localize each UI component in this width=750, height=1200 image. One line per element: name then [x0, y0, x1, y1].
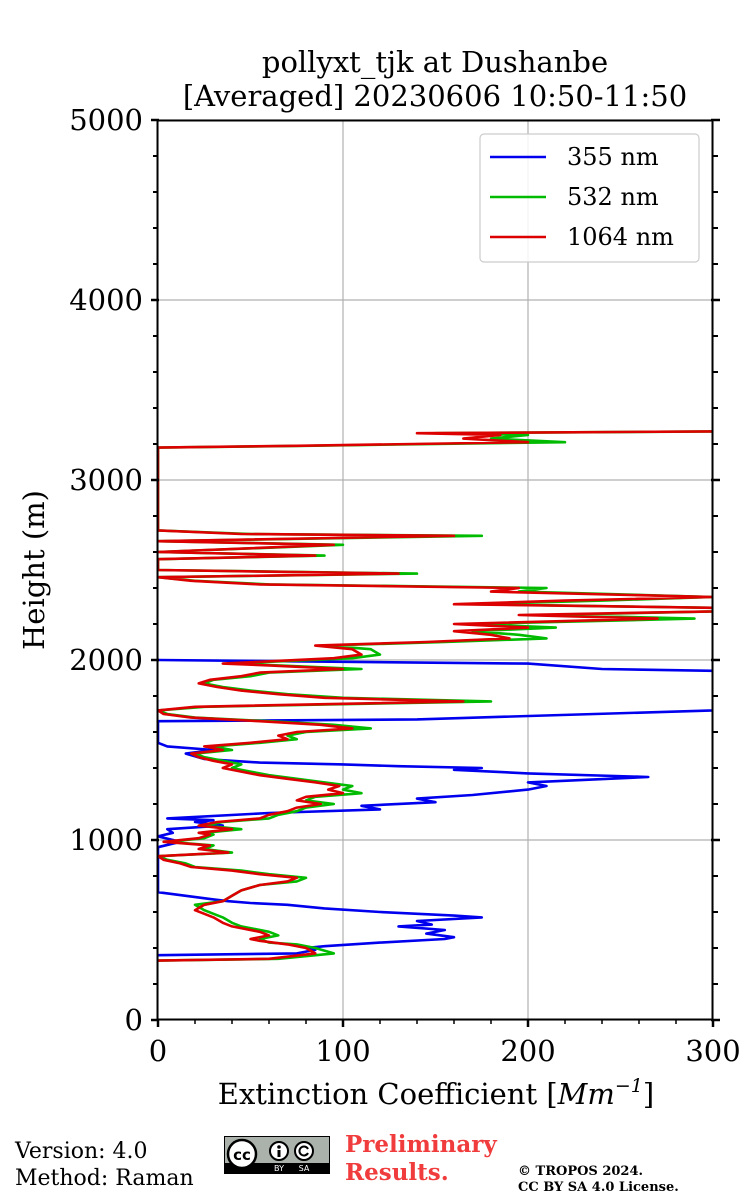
- svg-text:SA: SA: [299, 1164, 310, 1173]
- cc-license-badge: cc BY SA: [224, 1136, 330, 1174]
- legend-label: 532 nm: [567, 183, 659, 211]
- y-tick-label: 1000: [69, 823, 143, 857]
- y-tick-label: 5000: [69, 103, 143, 137]
- y-tick-label: 2000: [69, 643, 143, 677]
- preliminary-results-note: Preliminary Results.: [345, 1131, 497, 1186]
- method-label: Method: Raman: [15, 1166, 194, 1191]
- x-tick-label: 100: [315, 1034, 370, 1068]
- extinction-profile-chart: pollyxt_tjk at Dushanbe [Averaged] 20230…: [17, 45, 741, 1111]
- y-axis-label: Height (m): [17, 490, 51, 650]
- legend: 355 nm 532 nm 1064 nm: [479, 133, 700, 263]
- legend-box: [479, 133, 700, 263]
- chart-title: pollyxt_tjk at Dushanbe: [262, 45, 608, 80]
- x-tick-labels: 0 100 200 300: [149, 1034, 741, 1068]
- legend-label: 1064 nm: [567, 223, 674, 251]
- legend-label: 355 nm: [567, 143, 659, 171]
- svg-text:BY: BY: [274, 1164, 284, 1173]
- series-line-532-nm: [157, 430, 713, 962]
- version-label: Version: 4.0: [15, 1139, 148, 1164]
- y-tick-label: 0: [125, 1003, 143, 1037]
- series-line-355-nm: [157, 658, 713, 957]
- axis-ticks: [151, 118, 720, 1027]
- y-tick-label: 4000: [69, 283, 143, 317]
- x-tick-label: 200: [500, 1034, 555, 1068]
- y-tick-labels: 0 1000 2000 3000 4000 5000: [69, 103, 143, 1037]
- chart-subtitle: [Averaged] 20230606 10:50-11:50: [183, 79, 687, 113]
- series-lines: [157, 430, 713, 962]
- svg-text:cc: cc: [233, 1146, 251, 1164]
- x-tick-label: 0: [149, 1034, 167, 1068]
- x-tick-label: 300: [685, 1034, 740, 1068]
- x-axis-label: Extinction Coefficient [Mm−1]: [218, 1075, 654, 1111]
- copyright-note: © TROPOS 2024. CC BY SA 4.0 License.: [518, 1164, 679, 1195]
- y-tick-label: 3000: [69, 463, 143, 497]
- series-line-1064-nm: [157, 430, 713, 962]
- plot-frame: [156, 119, 714, 1021]
- sa-icon: [294, 1141, 314, 1161]
